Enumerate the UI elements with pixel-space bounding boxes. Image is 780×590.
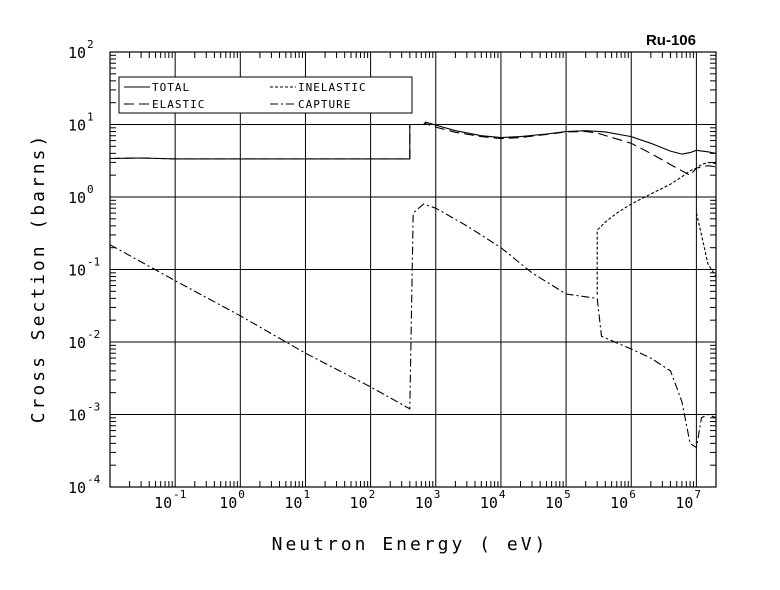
y-tick-exponent: 1: [87, 111, 94, 124]
x-tick-base: 10: [545, 494, 563, 512]
y-tick-exponent: 0: [87, 183, 94, 196]
legend-item-total: TOTAL: [124, 81, 190, 94]
y-tick-exponent: 2: [87, 38, 94, 51]
y-tick-base: 10: [68, 334, 86, 352]
series-line-capture: [109, 203, 717, 449]
x-tick-label: 10 0: [219, 488, 245, 512]
x-tick-label: 10 6: [610, 488, 636, 512]
x-tick-exponent: 7: [694, 488, 701, 501]
y-tick-base: 10: [68, 44, 86, 62]
x-tick-exponent: 1: [303, 488, 310, 501]
chart-title: Ru-106: [646, 32, 696, 49]
y-tick-label: 10 -3: [68, 401, 100, 425]
x-tick-base: 10: [480, 494, 498, 512]
y-tick-exponent: -2: [87, 328, 100, 341]
y-tick-label: 10 -1: [68, 256, 100, 280]
x-tick-base: 10: [350, 494, 368, 512]
series-line-inelastic-tail: [695, 212, 717, 277]
legend-label: TOTAL: [152, 81, 190, 94]
x-tick-exponent: 6: [629, 488, 636, 501]
x-tick-exponent: 5: [564, 488, 571, 501]
y-tick-label: 10 0: [68, 183, 94, 207]
legend-box: [118, 76, 413, 114]
x-tick-label: 10 1: [284, 488, 310, 512]
x-tick-label: 10 2: [350, 488, 376, 512]
legend-label: INELASTIC: [298, 81, 367, 94]
legend-label: CAPTURE: [298, 98, 351, 111]
series-line-total: [109, 121, 717, 160]
x-tick-exponent: 2: [369, 488, 376, 501]
x-tick-label: 10 3: [415, 488, 441, 512]
series-line-inelastic: [596, 161, 717, 295]
y-axis-label: Cross Section (barns): [28, 133, 49, 424]
series-layer: [109, 121, 717, 449]
x-tick-labels: 10 -1 10 0 10 1 10 2 10 3 10 4 10 5 10 6 10 7: [154, 488, 701, 512]
legend-item-elastic: ELASTIC: [124, 98, 205, 111]
x-tick-base: 10: [675, 494, 693, 512]
x-tick-base: 10: [154, 494, 172, 512]
x-tick-label: 10 5: [545, 488, 571, 512]
x-tick-base: 10: [219, 494, 237, 512]
x-tick-base: 10: [284, 494, 302, 512]
x-tick-exponent: -1: [173, 488, 186, 501]
x-axis-label: Neutron Energy ( eV): [272, 534, 549, 555]
y-tick-label: 10 1: [68, 111, 94, 135]
y-tick-label: 10 -4: [68, 473, 101, 497]
x-tick-exponent: 0: [238, 488, 245, 501]
x-tick-label: 10 7: [675, 488, 701, 512]
legend-item-inelastic: INELASTIC: [270, 81, 367, 94]
y-tick-base: 10: [68, 262, 86, 280]
legend-label: ELASTIC: [152, 98, 205, 111]
x-tick-base: 10: [415, 494, 433, 512]
x-tick-exponent: 3: [434, 488, 441, 501]
y-tick-exponent: -4: [87, 473, 101, 486]
y-tick-base: 10: [68, 117, 86, 135]
legend-item-capture: CAPTURE: [270, 98, 351, 111]
x-tick-base: 10: [610, 494, 628, 512]
x-tick-label: 10 -1: [154, 488, 186, 512]
legend: TOTAL ELASTIC INELASTIC CAPTURE: [118, 76, 413, 114]
y-tick-base: 10: [68, 189, 86, 207]
y-tick-base: 10: [68, 407, 86, 425]
x-tick-exponent: 4: [499, 488, 506, 501]
y-tick-label: 10 2: [68, 38, 94, 62]
y-tick-base: 10: [68, 479, 86, 497]
x-tick-label: 10 4: [480, 488, 506, 512]
y-tick-label: 10 -2: [68, 328, 100, 352]
y-tick-exponent: -1: [87, 256, 100, 269]
y-tick-exponent: -3: [87, 401, 100, 414]
series-line-elastic: [109, 123, 717, 176]
plot-frame: [109, 51, 717, 488]
